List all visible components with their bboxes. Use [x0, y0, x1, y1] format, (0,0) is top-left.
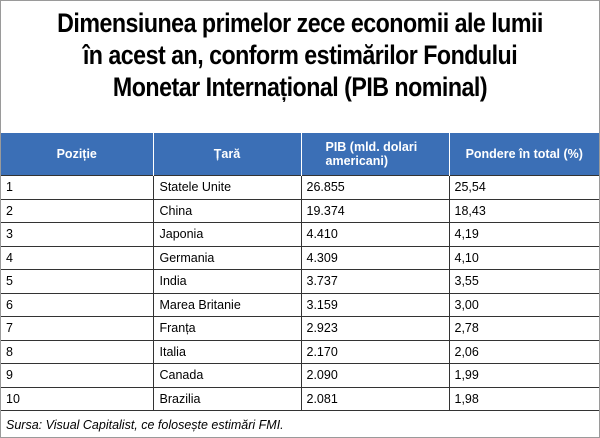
cell-position: 9	[1, 363, 153, 387]
table-row: 4 Germania 4.309 4,10	[1, 245, 599, 270]
cell-gdp: 2.090	[300, 363, 449, 387]
cell-gdp: 2.081	[300, 386, 449, 411]
cell-gdp: 26.855	[300, 175, 449, 199]
cell-gdp: 2.923	[300, 316, 449, 340]
cell-gdp: 3.159	[300, 292, 449, 317]
cell-share: 4,19	[448, 222, 599, 246]
table-row: 1 Statele Unite 26.855 25,54	[1, 175, 599, 199]
header-gdp-line-2: americani)	[325, 154, 389, 168]
cell-position: 10	[1, 386, 153, 411]
economies-table: Poziție Țară PIB (mld. dolari americani) …	[1, 133, 599, 411]
cell-position: 3	[1, 222, 153, 246]
table-row: 9 Canada 2.090 1,99	[1, 363, 599, 387]
header-gdp: PIB (mld. dolari americani)	[300, 133, 449, 176]
cell-share: 1,98	[448, 386, 599, 411]
cell-country: Franța	[152, 316, 301, 340]
document-title: Dimensiunea primelor zece economii ale l…	[43, 7, 557, 103]
cell-share: 2,06	[448, 339, 599, 364]
table-header-row: Poziție Țară PIB (mld. dolari americani) …	[1, 133, 599, 176]
cell-share: 4,10	[448, 245, 599, 270]
cell-country: Germania	[152, 245, 301, 270]
cell-country: China	[152, 198, 301, 223]
cell-share: 3,00	[448, 292, 599, 317]
table-row: 3 Japonia 4.410 4,19	[1, 222, 599, 246]
title-line-3: Monetar Internațional (PIB nominal)	[112, 72, 488, 102]
header-position: Poziție	[1, 133, 153, 176]
cell-country: Marea Britanie	[152, 292, 301, 317]
cell-gdp: 4.410	[300, 222, 449, 246]
header-country: Țară	[152, 133, 301, 176]
cell-country: Japonia	[152, 222, 301, 246]
table-row: 7 Franța 2.923 2,78	[1, 316, 599, 340]
cell-position: 7	[1, 316, 153, 340]
cell-gdp: 3.737	[300, 269, 449, 293]
table-row: 6 Marea Britanie 3.159 3,00	[1, 292, 599, 317]
cell-position: 8	[1, 339, 153, 364]
cell-country: Statele Unite	[152, 175, 301, 199]
cell-position: 2	[1, 198, 153, 223]
cell-gdp: 19.374	[300, 198, 449, 223]
title-line-1: Dimensiunea primelor zece economii ale l…	[57, 8, 543, 38]
cell-country: Canada	[152, 363, 301, 387]
cell-share: 18,43	[448, 198, 599, 223]
table-row: 5 India 3.737 3,55	[1, 269, 599, 293]
cell-share: 1,99	[448, 363, 599, 387]
cell-country: Italia	[152, 339, 301, 364]
cell-position: 6	[1, 292, 153, 317]
cell-country: Brazilia	[152, 386, 301, 411]
cell-share: 3,55	[448, 269, 599, 293]
cell-gdp: 2.170	[300, 339, 449, 364]
cell-share: 2,78	[448, 316, 599, 340]
cell-position: 5	[1, 269, 153, 293]
table-body: 1 Statele Unite 26.855 25,54 2 China 19.374 18,…	[1, 175, 599, 411]
table-row: 10 Brazilia 2.081 1,98	[1, 386, 599, 411]
header-share: Pondere în total (%)	[448, 133, 599, 176]
table-row: 2 China 19.374 18,43	[1, 198, 599, 223]
cell-country: India	[152, 269, 301, 293]
title-line-2: în acest an, conform estimărilor Fondulu…	[82, 40, 518, 70]
cell-gdp: 4.309	[300, 245, 449, 270]
cell-share: 25,54	[448, 175, 599, 199]
source-note: Sursa: Visual Capitalist, ce folosește e…	[6, 418, 284, 432]
cell-position: 1	[1, 175, 153, 199]
header-gdp-line-1: PIB (mld. dolari	[325, 140, 418, 154]
cell-position: 4	[1, 245, 153, 270]
table-row: 8 Italia 2.170 2,06	[1, 339, 599, 364]
